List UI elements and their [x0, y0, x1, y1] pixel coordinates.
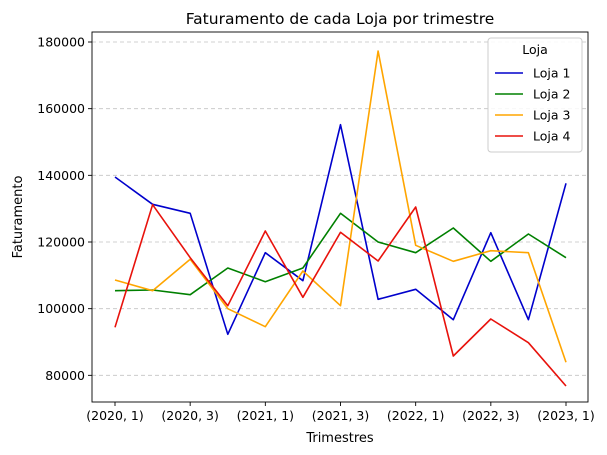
y-tick-label: 140000 [37, 168, 85, 183]
x-axis-ticks: (2020, 1) (2020, 3) (2021, 1) (2021, 3) (202… [86, 402, 595, 423]
x-tick-label: (2023, 1) [537, 408, 594, 423]
y-tick-label: 160000 [37, 101, 85, 116]
series-line-2 [114, 212, 567, 296]
x-tick-label: (2020, 3) [161, 408, 218, 423]
x-tick-label: (2020, 1) [86, 408, 143, 423]
plot-frame [91, 31, 589, 403]
legend: Loja Loja 1 Loja 2 Loja 3 Loja 4 [487, 37, 583, 153]
legend-box [487, 37, 583, 153]
y-tick-label: 180000 [37, 35, 85, 50]
series-line-4 [114, 203, 567, 387]
legend-label: Loja 4 [533, 129, 570, 144]
series-line-3 [114, 50, 567, 363]
x-tick-label: (2021, 3) [312, 408, 369, 423]
y-tick-label: 100000 [37, 301, 85, 316]
x-tick-label: (2022, 3) [462, 408, 519, 423]
series-line-1 [114, 123, 567, 336]
y-axis-ticks: 80000 100000 120000 140000 160000 180000 [37, 35, 92, 383]
y-tick-label: 120000 [37, 235, 85, 250]
series-lines [114, 50, 567, 387]
y-axis-label: Faturamento [11, 176, 26, 259]
legend-label: Loja 2 [533, 87, 570, 102]
x-tick-label: (2022, 1) [387, 408, 444, 423]
y-tick-label: 80000 [45, 368, 85, 383]
x-axis-label: Trimestres [305, 431, 374, 446]
chart-title: Faturamento de cada Loja por trimestre [186, 10, 495, 28]
legend-label: Loja 1 [533, 66, 570, 81]
legend-title: Loja [522, 42, 548, 57]
legend-label: Loja 3 [533, 108, 570, 123]
x-tick-label: (2021, 1) [237, 408, 294, 423]
